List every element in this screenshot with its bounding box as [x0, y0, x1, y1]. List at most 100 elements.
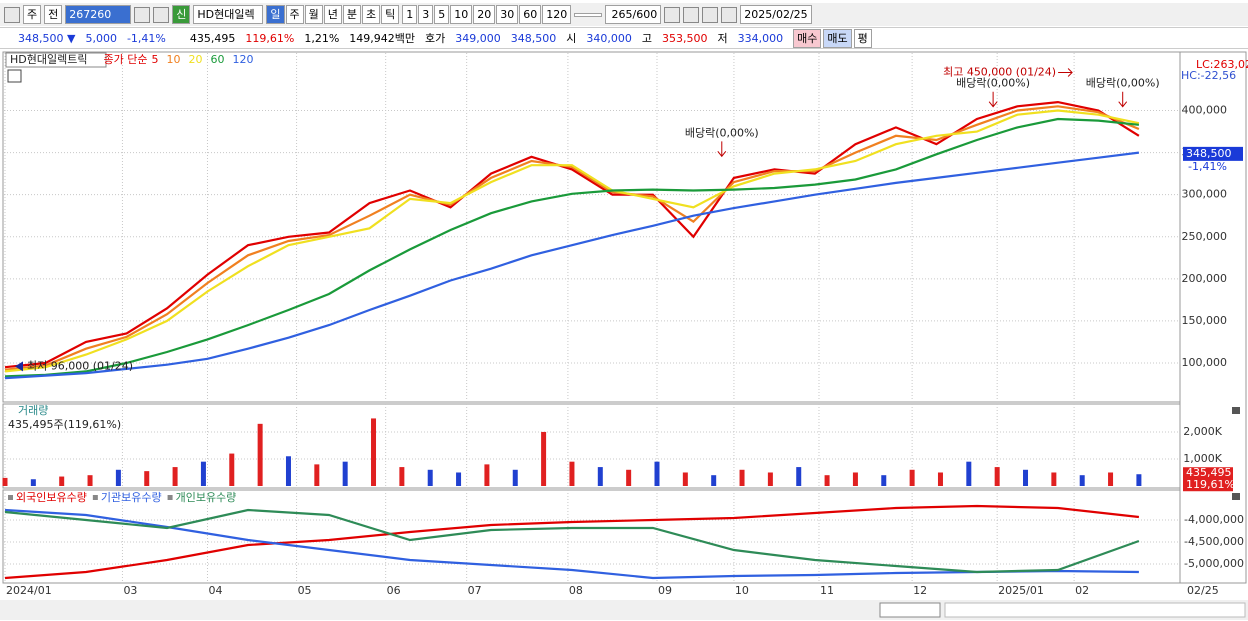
annotation: 배당락(0,00%)	[1086, 77, 1160, 90]
volume-bar	[59, 476, 65, 486]
legend-entry: 5	[151, 53, 158, 66]
amount: 149,942백만	[349, 32, 416, 45]
toolbar-button[interactable]: 20	[473, 5, 496, 24]
date[interactable]: 2025/02/25	[740, 5, 812, 24]
label: 고	[641, 32, 653, 45]
icon[interactable]	[4, 6, 20, 23]
volume-bar	[172, 467, 178, 486]
volume-bar	[257, 423, 263, 486]
toolbar-button[interactable]: 5	[434, 5, 450, 24]
legend-swatch	[92, 495, 98, 500]
x-tick-label: 05	[298, 584, 312, 597]
icon[interactable]	[702, 6, 719, 23]
volume-bar	[739, 469, 745, 486]
eval-button[interactable]: 평	[853, 28, 872, 48]
volume-bar	[229, 453, 235, 486]
search[interactable]	[134, 6, 151, 23]
sound[interactable]	[153, 6, 170, 23]
toolbar-button[interactable]: 60	[519, 5, 542, 24]
price-tag	[1183, 146, 1243, 161]
toolbar-button[interactable]: 3	[418, 5, 434, 24]
legend-entry: 개인보유수량	[176, 491, 237, 504]
y-tick-label: -4,000,000	[1184, 513, 1244, 526]
intervals: 1 3 5 10 20 30 60 120	[402, 5, 572, 24]
toolbar-button[interactable]: 10	[450, 5, 473, 24]
volume-bar	[144, 471, 150, 486]
scroll-buttons[interactable]	[879, 602, 941, 618]
x-tick-label: 07	[468, 584, 482, 597]
chart-title: HD현대일렉트릭	[10, 52, 87, 66]
toolbar-button[interactable]: 틱	[381, 5, 400, 24]
volume-bar	[626, 469, 632, 486]
price: 348,500 ▼	[18, 31, 76, 45]
zoom-tools[interactable]	[944, 602, 1246, 618]
ask: 349,000	[455, 31, 501, 45]
code-input[interactable]: 267260	[65, 5, 132, 24]
y-tick-label: 200,000	[1182, 272, 1228, 285]
legend-entry: 20	[188, 53, 202, 66]
panel-button[interactable]	[1232, 407, 1240, 414]
annotation-arrow	[1058, 68, 1073, 77]
annotation: 배당락(0,00%)	[956, 77, 1030, 90]
y-tick-label: 1,000K	[1183, 452, 1222, 465]
toolbar-button[interactable]: 월	[304, 5, 323, 24]
toolbar-button[interactable]: 분	[342, 5, 361, 24]
volume-tag-ratio: 119,61%	[1186, 478, 1235, 491]
legend-entry: 60	[210, 53, 224, 66]
volume-bar	[371, 418, 377, 486]
dropdown[interactable]	[574, 12, 603, 17]
x-tick-label: 02	[1075, 584, 1089, 597]
buy-button[interactable]: 매수	[793, 28, 822, 48]
toolbar-button[interactable]: 초	[362, 5, 381, 24]
volume-panel	[2, 403, 1181, 489]
y-tick-label: 300,000	[1182, 188, 1228, 201]
toolbar-button[interactable]: 120	[542, 5, 572, 24]
count: 265/600	[605, 5, 662, 24]
table-icon[interactable]	[7, 69, 22, 83]
series-line	[4, 504, 1140, 580]
sell-button[interactable]: 매도	[823, 28, 852, 48]
lc: LC:263,02	[1196, 58, 1248, 71]
volume-bar	[1051, 472, 1057, 486]
volume-bar	[285, 456, 291, 486]
y-tick-label: 2,000K	[1183, 425, 1222, 438]
toolbar-button[interactable]: 1	[402, 5, 418, 24]
change: 5,000	[85, 31, 117, 45]
legend-entry: 기관보유수량	[101, 491, 162, 504]
icon[interactable]	[683, 6, 700, 23]
volume-bar	[881, 475, 887, 486]
chart: LC:263,02 HC:-22,56 거래량 435,495주(119,61%…	[0, 51, 1248, 620]
label: 저	[717, 32, 728, 45]
volume-bar	[2, 477, 8, 486]
volume-title: 거래량	[18, 404, 48, 417]
x-tick-label: 06	[387, 584, 401, 597]
icon[interactable]	[664, 6, 681, 23]
volume-bar	[456, 472, 462, 486]
panel-button[interactable]	[1232, 493, 1240, 500]
toolbar-button[interactable]: 년	[323, 5, 342, 24]
volume-bar	[1108, 472, 1114, 486]
price-panel	[2, 51, 1181, 403]
icon[interactable]	[721, 6, 738, 23]
label: 시	[566, 32, 577, 45]
legend-entry: 외국인보유수량	[16, 491, 87, 504]
toolbar-button[interactable]: 30	[496, 5, 519, 24]
volume-tag	[1183, 467, 1233, 492]
toolbar-button[interactable]: 일	[266, 5, 285, 24]
annotation: 최고 450,000 (01/24)	[943, 65, 1056, 78]
volume-bar	[427, 469, 433, 486]
volume-bar	[937, 472, 943, 486]
series-line	[4, 508, 1140, 574]
annotation-arrow	[15, 361, 23, 372]
volume: 435,495	[189, 31, 236, 45]
range[interactable]: 전	[44, 5, 63, 24]
toolbar-button[interactable]: 주	[285, 5, 304, 24]
volume-bar	[200, 461, 206, 486]
turnover-rate: 1,21%	[304, 31, 340, 45]
x-tick-label: 08	[569, 584, 583, 597]
period-unit[interactable]: 주	[23, 5, 42, 24]
volume-bar	[909, 469, 915, 486]
volume-bar	[314, 464, 320, 486]
